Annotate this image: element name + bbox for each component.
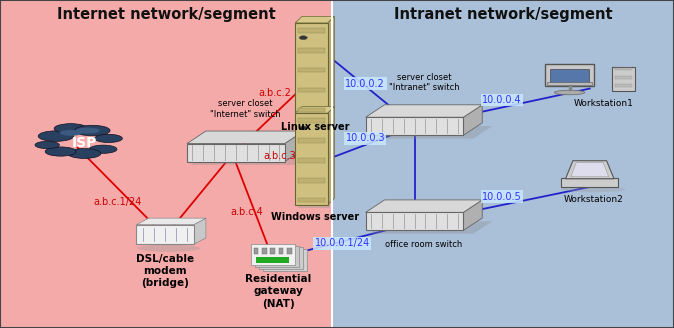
- FancyBboxPatch shape: [298, 108, 325, 112]
- FancyBboxPatch shape: [295, 113, 328, 205]
- Text: Windows server: Windows server: [271, 212, 359, 222]
- FancyBboxPatch shape: [550, 69, 589, 83]
- Polygon shape: [464, 105, 483, 135]
- FancyBboxPatch shape: [262, 249, 267, 255]
- Polygon shape: [571, 163, 609, 177]
- Circle shape: [299, 36, 307, 40]
- Polygon shape: [365, 213, 464, 230]
- Text: server closet
"Internet" switch: server closet "Internet" switch: [210, 99, 280, 118]
- Text: server closet
"Intranet" switch: server closet "Intranet" switch: [389, 73, 459, 92]
- Text: Workstation1: Workstation1: [574, 99, 633, 108]
- Text: a.b.c.4: a.b.c.4: [231, 207, 263, 216]
- Ellipse shape: [94, 134, 123, 142]
- FancyBboxPatch shape: [545, 64, 594, 86]
- Text: 10.0.0.3: 10.0.0.3: [346, 133, 385, 143]
- Polygon shape: [136, 218, 206, 225]
- FancyBboxPatch shape: [298, 118, 325, 123]
- FancyBboxPatch shape: [615, 84, 632, 87]
- Text: a.b.c.1/24: a.b.c.1/24: [94, 197, 142, 207]
- Text: 10.0.0.4: 10.0.0.4: [483, 95, 522, 105]
- Polygon shape: [565, 161, 614, 179]
- Text: a.b.c.3: a.b.c.3: [264, 151, 296, 161]
- FancyBboxPatch shape: [295, 23, 328, 115]
- Polygon shape: [464, 200, 483, 230]
- FancyBboxPatch shape: [615, 68, 632, 70]
- Text: DSL/cable
modem
(bridge): DSL/cable modem (bridge): [136, 254, 194, 288]
- Polygon shape: [187, 144, 284, 161]
- Text: 10.0.0.5: 10.0.0.5: [483, 192, 522, 202]
- Polygon shape: [328, 16, 334, 115]
- FancyBboxPatch shape: [298, 158, 325, 163]
- Text: office room switch: office room switch: [386, 239, 462, 249]
- Text: Workstation2: Workstation2: [563, 195, 623, 204]
- Circle shape: [299, 126, 307, 130]
- FancyBboxPatch shape: [298, 48, 325, 52]
- Ellipse shape: [75, 128, 100, 133]
- Text: Linux server: Linux server: [280, 122, 349, 132]
- FancyBboxPatch shape: [615, 76, 632, 79]
- FancyBboxPatch shape: [298, 116, 330, 208]
- Ellipse shape: [75, 125, 110, 136]
- Text: 10.0.0.1/24: 10.0.0.1/24: [315, 238, 370, 248]
- FancyBboxPatch shape: [259, 247, 303, 269]
- Polygon shape: [295, 16, 334, 23]
- Ellipse shape: [561, 186, 625, 192]
- Text: Residential
gateway
(NAT): Residential gateway (NAT): [245, 274, 311, 309]
- Ellipse shape: [137, 245, 200, 252]
- Ellipse shape: [38, 131, 73, 141]
- Polygon shape: [365, 105, 483, 117]
- FancyBboxPatch shape: [278, 249, 283, 255]
- Ellipse shape: [67, 149, 101, 158]
- Ellipse shape: [554, 90, 584, 95]
- Text: 10.0.0.2: 10.0.0.2: [346, 79, 385, 89]
- FancyBboxPatch shape: [255, 245, 299, 267]
- Polygon shape: [365, 117, 464, 135]
- FancyBboxPatch shape: [298, 88, 325, 92]
- Ellipse shape: [60, 130, 82, 136]
- Ellipse shape: [54, 124, 88, 133]
- FancyBboxPatch shape: [298, 28, 325, 33]
- FancyBboxPatch shape: [251, 243, 295, 265]
- FancyBboxPatch shape: [298, 198, 325, 202]
- FancyBboxPatch shape: [298, 68, 325, 72]
- FancyBboxPatch shape: [298, 178, 325, 182]
- Polygon shape: [295, 107, 334, 113]
- FancyBboxPatch shape: [298, 138, 325, 143]
- FancyBboxPatch shape: [264, 249, 307, 271]
- FancyBboxPatch shape: [561, 178, 618, 187]
- FancyBboxPatch shape: [612, 67, 635, 91]
- FancyBboxPatch shape: [257, 256, 290, 263]
- Polygon shape: [190, 152, 314, 165]
- Polygon shape: [369, 126, 492, 138]
- Polygon shape: [328, 107, 334, 205]
- Polygon shape: [369, 221, 492, 234]
- Text: Intranet network/segment: Intranet network/segment: [394, 7, 613, 22]
- Bar: [332, 0, 674, 328]
- FancyBboxPatch shape: [254, 249, 259, 255]
- Polygon shape: [284, 131, 303, 161]
- FancyBboxPatch shape: [547, 82, 592, 85]
- Polygon shape: [187, 131, 303, 144]
- Text: Internet network/segment: Internet network/segment: [57, 7, 276, 22]
- Polygon shape: [365, 200, 483, 213]
- Ellipse shape: [45, 147, 76, 156]
- FancyBboxPatch shape: [270, 249, 275, 255]
- Ellipse shape: [89, 145, 117, 153]
- Text: a.b.c.2: a.b.c.2: [259, 89, 291, 98]
- FancyBboxPatch shape: [287, 249, 292, 255]
- FancyBboxPatch shape: [136, 225, 194, 244]
- Bar: [0, 0, 332, 328]
- FancyBboxPatch shape: [298, 26, 330, 117]
- Polygon shape: [194, 218, 206, 244]
- Ellipse shape: [35, 141, 59, 149]
- Text: ISP: ISP: [71, 136, 97, 150]
